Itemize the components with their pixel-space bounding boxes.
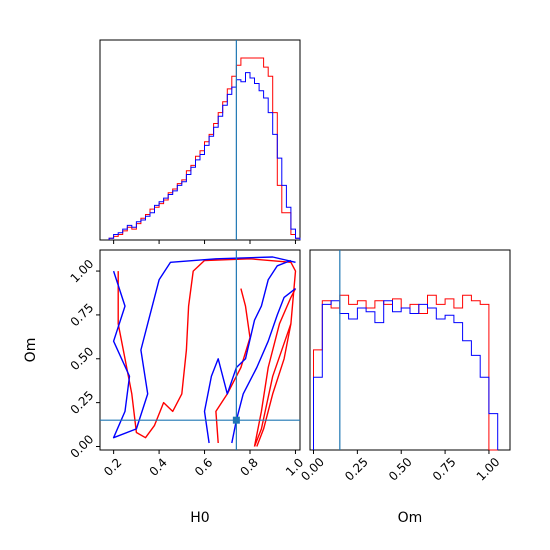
contour-red-1 [117, 258, 297, 447]
contour-blue-1 [112, 256, 296, 439]
contour-red-2 [253, 288, 297, 447]
contour-y-tick-label: 0.75 [68, 301, 97, 330]
contour-y-tick-label: 1.00 [68, 257, 97, 286]
om-x-tick-label: 0.00 [298, 455, 327, 484]
h0-histogram-panel [99, 39, 301, 244]
contour-x-tick-label: 0.2 [101, 455, 124, 478]
truth-point-marker [232, 416, 240, 424]
contour-x-tick-label: 0.4 [147, 455, 170, 478]
h0-histogram-series [108, 57, 301, 240]
contour-series [112, 256, 297, 447]
contour-y-tick-label: 0.50 [68, 344, 97, 373]
om-histogram-panel: 0.00 0.25 0.50 0.75 1.00 Om [298, 249, 511, 526]
x-axis-label-h0: H0 [190, 510, 209, 526]
contour-y-ticks: 0.00 0.25 0.50 0.75 1.00 [68, 257, 100, 461]
contour-blue-3 [231, 288, 296, 444]
om-x-tick-label: 0.50 [386, 455, 415, 484]
h0-histogram-frame [99, 39, 301, 241]
om-x-tick-label: 1.00 [474, 455, 503, 484]
contour-y-tick-label: 0.25 [68, 388, 97, 417]
x-axis-label-om: Om [398, 510, 423, 526]
contour-x-ticks: 0.2 0.4 0.6 0.8 1.0 [101, 450, 306, 479]
om-histogram-x-ticks: 0.00 0.25 0.50 0.75 1.00 [298, 450, 503, 484]
om-x-tick-label: 0.25 [342, 455, 371, 484]
contour-x-tick-label: 0.6 [192, 455, 215, 478]
contour-x-tick-label: 0.8 [237, 455, 260, 478]
contour-red-4 [256, 323, 292, 447]
contour-y-tick-label: 0.00 [68, 432, 97, 461]
h0-histogram-ticks [113, 240, 296, 244]
h0-om-contour-panel: 0.2 0.4 0.6 0.8 1.0 0.000.250.500.751.00 H0 … [23, 249, 306, 526]
om-histogram-frame [309, 249, 511, 451]
h0-histogram-step-2 [108, 72, 301, 240]
contour-red-3 [215, 288, 251, 444]
om-histogram-step-2 [313, 300, 499, 450]
contour-blue-2 [203, 259, 292, 444]
y-axis-label-om: Om [23, 338, 39, 363]
om-x-tick-label: 0.75 [430, 455, 459, 484]
